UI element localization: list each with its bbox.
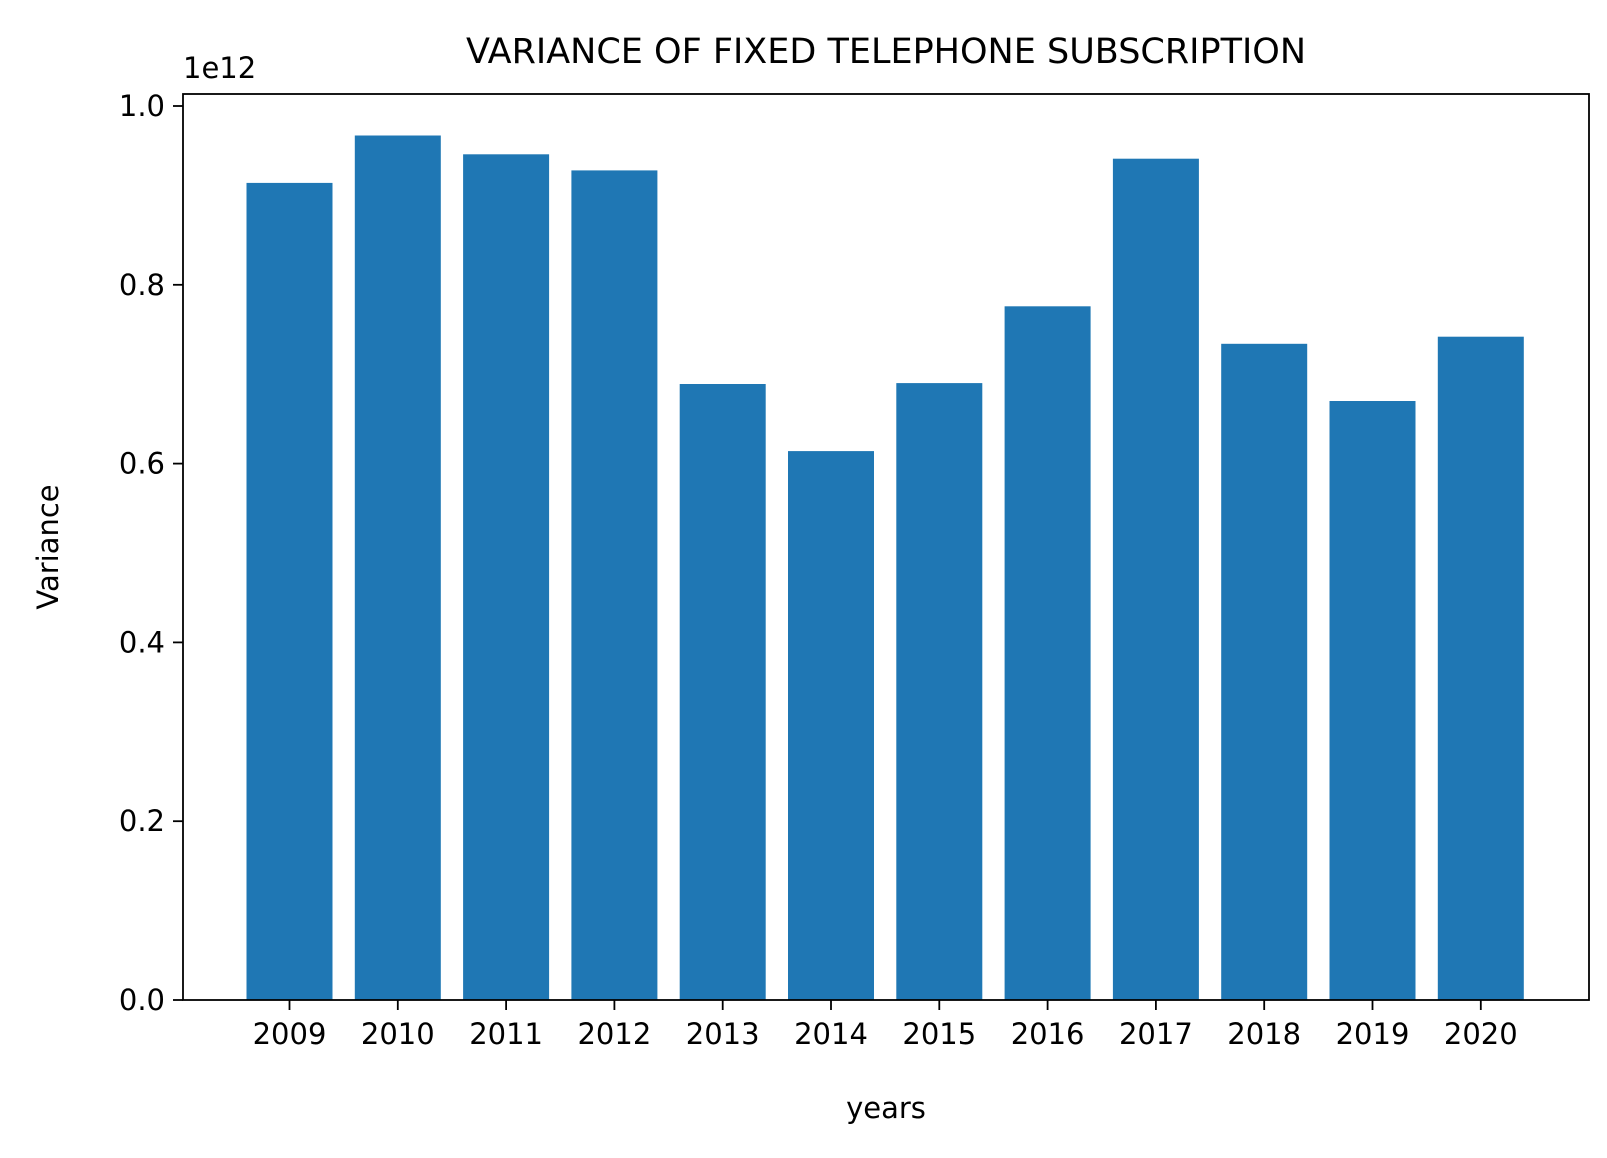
x-tick-label-2012: 2012: [577, 1017, 651, 1051]
bar-2011: [463, 154, 550, 1001]
bar-2019: [1329, 401, 1416, 1000]
y-tick-label-0.4: 0.4: [119, 625, 165, 659]
x-tick-label-2009: 2009: [253, 1017, 327, 1051]
x-tick-label-2013: 2013: [686, 1017, 760, 1051]
bar-2013: [679, 384, 766, 1000]
bar-2017: [1112, 158, 1199, 1000]
bar-2009: [246, 182, 333, 1000]
y-tick-label-1.0: 1.0: [119, 89, 165, 123]
x-tick-label-2011: 2011: [469, 1017, 543, 1051]
x-tick-label-2015: 2015: [902, 1017, 976, 1051]
x-tick-label-2010: 2010: [361, 1017, 435, 1051]
bar-2010: [354, 135, 441, 1000]
y-axis-label: Variance: [31, 484, 65, 609]
x-axis-label: years: [846, 1091, 926, 1125]
y-axis: 0.0 0.2 0.4 0.6 0.8 1.0: [119, 89, 183, 1017]
x-axis: 2009 2010 2011 2012 2013 2014 2015 2016 2017 2018…: [253, 1000, 1518, 1051]
y-tick-label-0.8: 0.8: [119, 268, 165, 302]
bar-2016: [1004, 306, 1091, 1000]
chart-title: VARIANCE OF FIXED TELEPHONE SUBSCRIPTION: [466, 32, 1306, 72]
bar-2020: [1437, 336, 1524, 1000]
bars-layer: [246, 135, 1524, 1001]
bar-2015: [896, 383, 983, 1001]
y-axis-offset-label: 1e12: [183, 51, 256, 85]
plot-frame: [182, 93, 1590, 1001]
x-tick-label-2016: 2016: [1011, 1017, 1085, 1051]
y-tick-label-0.6: 0.6: [119, 447, 165, 481]
x-tick-label-2020: 2020: [1444, 1017, 1518, 1051]
x-tick-label-2019: 2019: [1336, 1017, 1410, 1051]
x-tick-label-2014: 2014: [794, 1017, 868, 1051]
x-tick-label-2017: 2017: [1119, 1017, 1193, 1051]
x-tick-label-2018: 2018: [1227, 1017, 1301, 1051]
bar-2012: [571, 170, 658, 1000]
bar-2018: [1221, 343, 1308, 1000]
y-tick-label-0.0: 0.0: [119, 983, 165, 1017]
y-tick-label-0.2: 0.2: [119, 804, 165, 838]
bar-2014: [788, 451, 874, 1001]
